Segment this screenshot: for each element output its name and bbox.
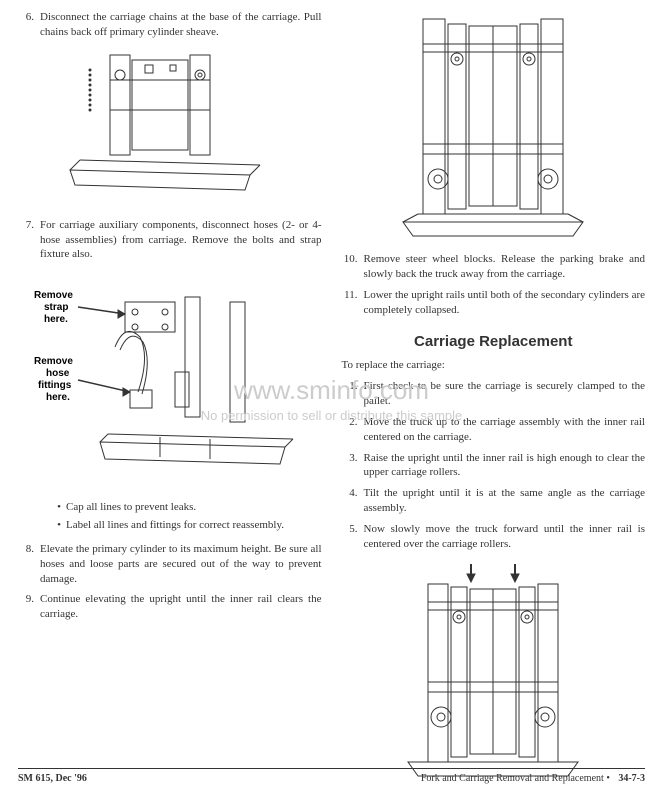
step-6: 6. Disconnect the carriage chains at the… [18, 10, 322, 40]
replace-step-4: 4. Tilt the upright until it is at the s… [342, 486, 646, 516]
step-number: 9. [18, 592, 40, 622]
page-footer: SM 615, Dec '96 Fork and Carriage Remova… [18, 768, 645, 784]
replace-step-3: 3. Raise the upright until the inner rai… [342, 451, 646, 481]
bullet-item: • Label all lines and fittings for corre… [52, 518, 322, 533]
footer-separator: • [606, 773, 612, 784]
svg-text:Remove: Remove [34, 290, 73, 301]
svg-text:here.: here. [44, 314, 68, 325]
figure-carriage-chains [18, 50, 322, 210]
step-text: Disconnect the carriage chains at the ba… [40, 10, 322, 40]
step-text: Continue elevating the upright until the… [40, 592, 322, 622]
step-number: 8. [18, 542, 40, 587]
step-number: 7. [18, 218, 40, 263]
step-number: 4. [342, 486, 364, 516]
step-number: 6. [18, 10, 40, 40]
step-number: 1. [342, 379, 364, 409]
step-text: Tilt the upright until it is at the same… [364, 486, 646, 516]
figure-hose-strap: Remove strap here. Remove hose fittings … [18, 272, 322, 492]
left-column: 6. Disconnect the carriage chains at the… [18, 10, 322, 750]
step-number: 10. [342, 252, 364, 282]
bullet-text: Cap all lines to prevent leaks. [66, 500, 196, 515]
footer-doc-id: SM 615, Dec '96 [18, 773, 87, 784]
bullet-text: Label all lines and fittings for correct… [66, 518, 284, 533]
step-number: 5. [342, 522, 364, 552]
bullet-item: • Cap all lines to prevent leaks. [52, 500, 322, 515]
step-text: Move the truck up to the carriage assemb… [364, 415, 646, 445]
bullet-dot: • [52, 500, 66, 515]
step-11: 11. Lower the upright rails until both o… [342, 288, 646, 318]
replace-step-2: 2. Move the truck up to the carriage ass… [342, 415, 646, 445]
svg-text:strap: strap [44, 302, 68, 313]
step-text: Now slowly move the truck forward until … [364, 522, 646, 552]
svg-text:hose: hose [46, 368, 70, 379]
step-9: 9. Continue elevating the upright until … [18, 592, 322, 622]
step-7: 7. For carriage auxiliary components, di… [18, 218, 322, 263]
svg-text:here.: here. [46, 392, 70, 403]
step-10: 10. Remove steer wheel blocks. Release t… [342, 252, 646, 282]
footer-right: Fork and Carriage Removal and Replacemen… [421, 773, 645, 784]
heading-carriage-replacement: Carriage Replacement [342, 333, 646, 350]
step-number: 2. [342, 415, 364, 445]
step-text: Lower the upright rails until both of th… [364, 288, 646, 318]
step-text: Remove steer wheel blocks. Release the p… [364, 252, 646, 282]
step-8: 8. Elevate the primary cylinder to its m… [18, 542, 322, 587]
footer-title: Fork and Carriage Removal and Replacemen… [421, 773, 604, 784]
replace-step-5: 5. Now slowly move the truck forward unt… [342, 522, 646, 552]
footer-page-number: 34-7-3 [618, 773, 645, 784]
step-text: Raise the upright until the inner rail i… [364, 451, 646, 481]
figure-upright-top [342, 14, 646, 244]
page-content: 6. Disconnect the carriage chains at the… [18, 10, 645, 750]
step-text: Elevate the primary cylinder to its maxi… [40, 542, 322, 587]
step-text: For carriage auxiliary components, disco… [40, 218, 322, 263]
step-text: First check to be sure the carriage is s… [364, 379, 646, 409]
svg-text:Remove: Remove [34, 356, 73, 367]
step-number: 3. [342, 451, 364, 481]
bullets-step7: • Cap all lines to prevent leaks. • Labe… [52, 500, 322, 536]
right-column: 10. Remove steer wheel blocks. Release t… [342, 10, 646, 750]
figure-upright-bottom [342, 562, 646, 782]
replace-step-1: 1. First check to be sure the carriage i… [342, 379, 646, 409]
bullet-dot: • [52, 518, 66, 533]
intro-text: To replace the carriage: [342, 358, 646, 373]
step-number: 11. [342, 288, 364, 318]
svg-text:fittings: fittings [38, 380, 72, 391]
